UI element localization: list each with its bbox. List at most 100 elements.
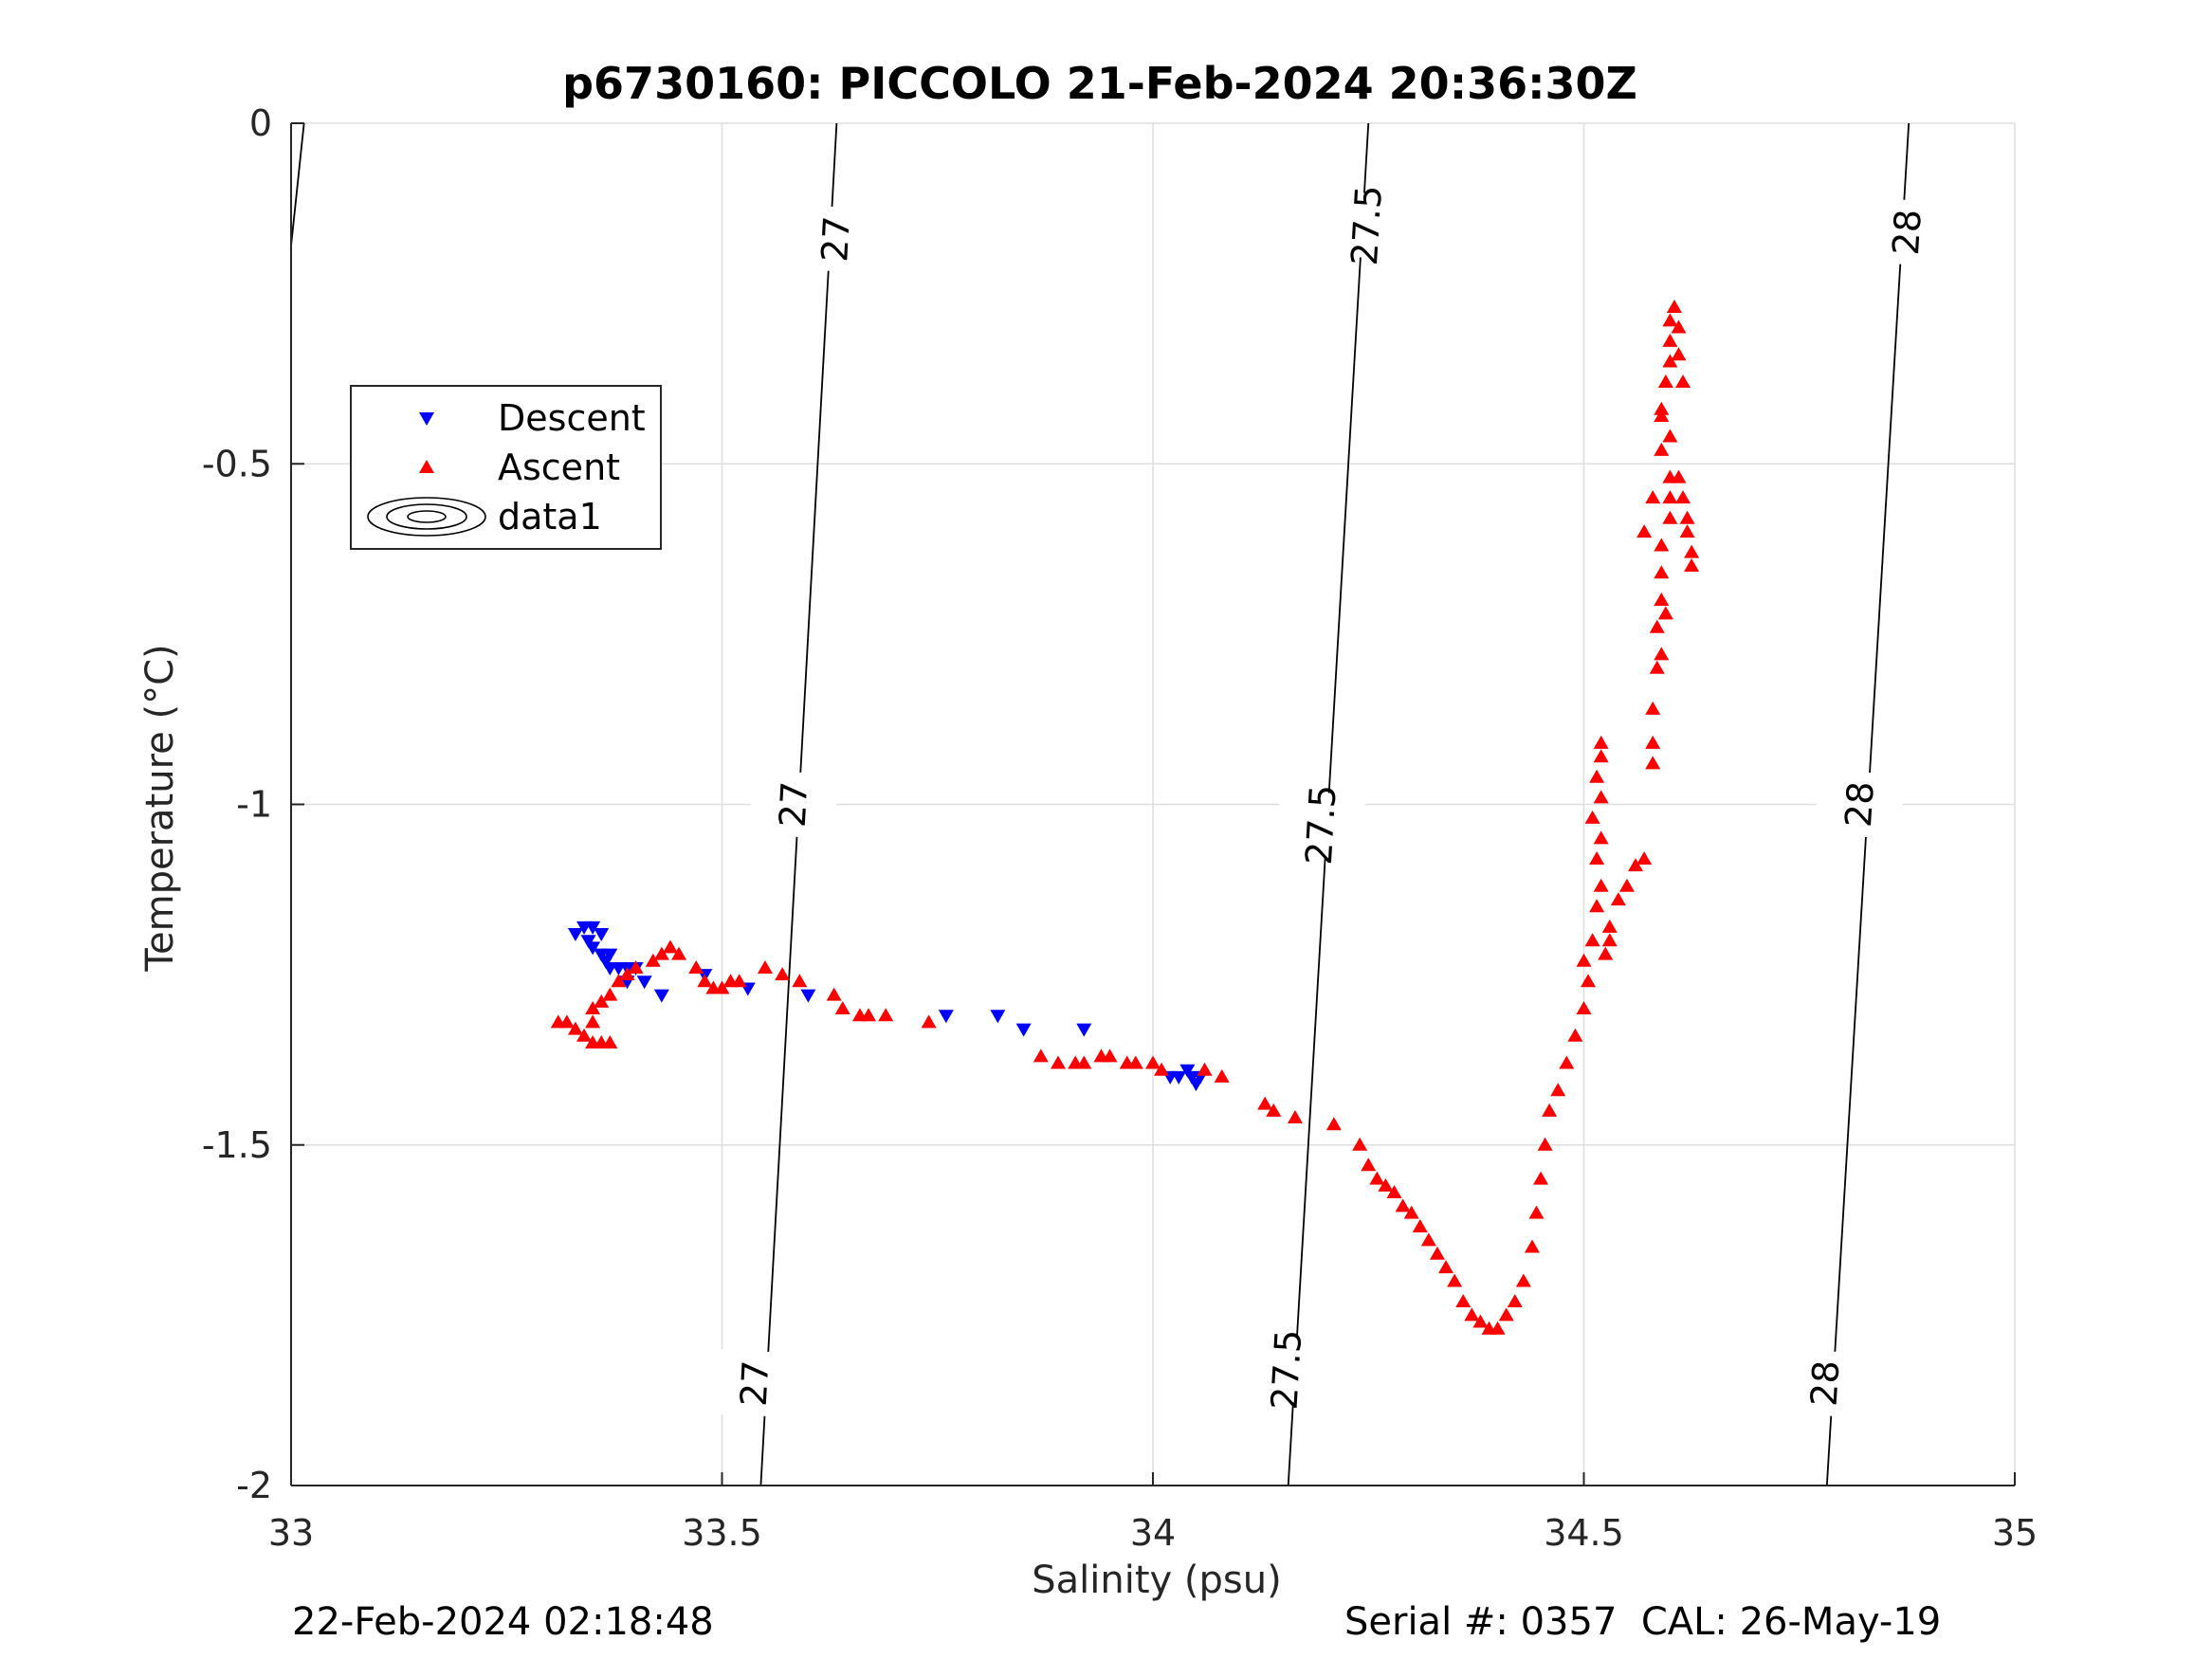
ascent-marker: [775, 967, 791, 981]
ascent-marker: [1679, 524, 1695, 538]
ascent-marker: [1628, 858, 1644, 872]
ascent-marker: [1645, 701, 1661, 715]
descent-marker: [800, 989, 816, 1003]
ascent-marker: [1598, 946, 1614, 960]
ascent-marker: [1386, 1185, 1402, 1199]
legend-label: Descent: [498, 397, 646, 439]
plot-area: 27 27 27 27.5 27.5 27.5 28 28 28 33 33.5 34 34.5 35 0 -…: [202, 102, 2038, 1554]
descent-marker: [594, 928, 610, 942]
ascent-marker: [662, 939, 678, 954]
ascent-marker: [1542, 1103, 1558, 1117]
ascent-marker: [1429, 1246, 1445, 1260]
y-tick-label: 0: [249, 102, 272, 144]
ascent-marker: [1654, 592, 1670, 606]
descent-marker: [938, 1010, 954, 1024]
ascent-marker: [1589, 899, 1605, 913]
descent-marker: [636, 975, 652, 990]
contour-label: 27.5: [1298, 784, 1344, 866]
ascent-marker: [1584, 933, 1600, 947]
ascent-marker: [1266, 1103, 1282, 1117]
y-tick-label: -1.5: [202, 1124, 272, 1166]
ascent-marker: [1051, 1055, 1067, 1069]
contour-label: 27.5: [1263, 1328, 1309, 1411]
ascent-marker: [1287, 1110, 1303, 1124]
ascent-marker: [1507, 1294, 1523, 1308]
ascent-marker: [1662, 313, 1678, 327]
descent-marker: [585, 941, 601, 956]
ascent-marker: [1589, 769, 1605, 783]
ascent-marker: [602, 987, 618, 1001]
ascent-marker: [1636, 524, 1653, 538]
ascent-marker: [1662, 354, 1678, 368]
ascent-marker: [585, 1014, 601, 1029]
ascent-marker: [731, 974, 747, 988]
ascent-marker: [1498, 1307, 1514, 1322]
ascent-marker: [1666, 299, 1682, 313]
y-tick-label: -2: [236, 1465, 272, 1506]
y-tick-label: -1: [236, 784, 272, 826]
ascent-marker: [1584, 810, 1600, 824]
x-tick-label: 34: [1130, 1512, 1176, 1554]
ascent-marker: [645, 953, 661, 967]
ascent-marker: [1412, 1218, 1428, 1232]
ascent-marker: [1671, 469, 1687, 483]
ascent-marker: [602, 1034, 618, 1048]
ascent-marker: [1361, 1158, 1377, 1172]
ascent-marker: [1684, 544, 1700, 558]
contour-label: 27: [814, 215, 858, 264]
ascent-marker: [1127, 1055, 1143, 1069]
ascent-marker: [611, 974, 627, 988]
contour-label: 28: [1885, 209, 1929, 257]
x-tick-label: 34.5: [1544, 1512, 1624, 1554]
ascent-marker: [1593, 790, 1609, 804]
ascent-marker: [1601, 919, 1618, 933]
ascent-marker: [1654, 538, 1670, 552]
ascent-marker: [1649, 619, 1665, 633]
y-tick-label: -0.5: [202, 443, 272, 484]
ascent-marker: [1490, 1321, 1506, 1335]
legend-ascent-marker: [419, 460, 434, 473]
ascent-marker: [861, 1008, 877, 1022]
legend-contour-ring: [407, 510, 447, 523]
ascent-marker: [1102, 1048, 1118, 1063]
ascent-marker: [1438, 1260, 1454, 1274]
legend-label: Ascent: [498, 447, 620, 488]
ascent-marker: [1684, 558, 1700, 573]
ascent-marker: [1145, 1055, 1161, 1069]
ascent-marker: [1593, 878, 1609, 892]
ascent-marker: [1662, 428, 1678, 443]
ascent-marker: [576, 1028, 593, 1042]
contour-label-background: [710, 1348, 799, 1418]
ascent-marker: [1654, 401, 1670, 415]
legend-box: [350, 385, 662, 550]
contour-label: 27: [733, 1359, 777, 1408]
ascent-marker: [1533, 1171, 1549, 1185]
ascent-marker: [1645, 490, 1661, 504]
ascent-marker: [921, 1014, 937, 1029]
ascent-marker: [594, 994, 610, 1008]
contour-label: 28: [1837, 780, 1882, 829]
ascent-marker: [1352, 1137, 1368, 1151]
ascent-marker: [1403, 1205, 1419, 1219]
ascent-marker: [653, 946, 669, 960]
ascent-marker: [1076, 1055, 1092, 1069]
ascent-marker: [628, 959, 644, 974]
ascent-marker: [1654, 408, 1670, 422]
ascent-marker: [697, 974, 713, 988]
ascent-marker: [1395, 1198, 1411, 1212]
ascent-marker: [567, 1021, 583, 1035]
ascent-marker: [1654, 442, 1670, 456]
ascent-marker: [1657, 606, 1673, 620]
ascent-marker: [1214, 1068, 1230, 1083]
ascent-marker: [1581, 974, 1597, 988]
ascent-marker: [1671, 319, 1687, 334]
ascent-marker: [1610, 892, 1626, 906]
ascent-marker: [1537, 1137, 1553, 1151]
ascent-marker: [1675, 490, 1691, 504]
ascent-marker: [585, 1001, 601, 1015]
ascent-marker: [1515, 1273, 1531, 1287]
footer-timestamp: 22-Feb-2024 02:18:48: [292, 1600, 714, 1644]
contour-label-background: [791, 204, 881, 274]
descent-marker: [1179, 1064, 1196, 1078]
ascent-marker: [1576, 953, 1592, 967]
